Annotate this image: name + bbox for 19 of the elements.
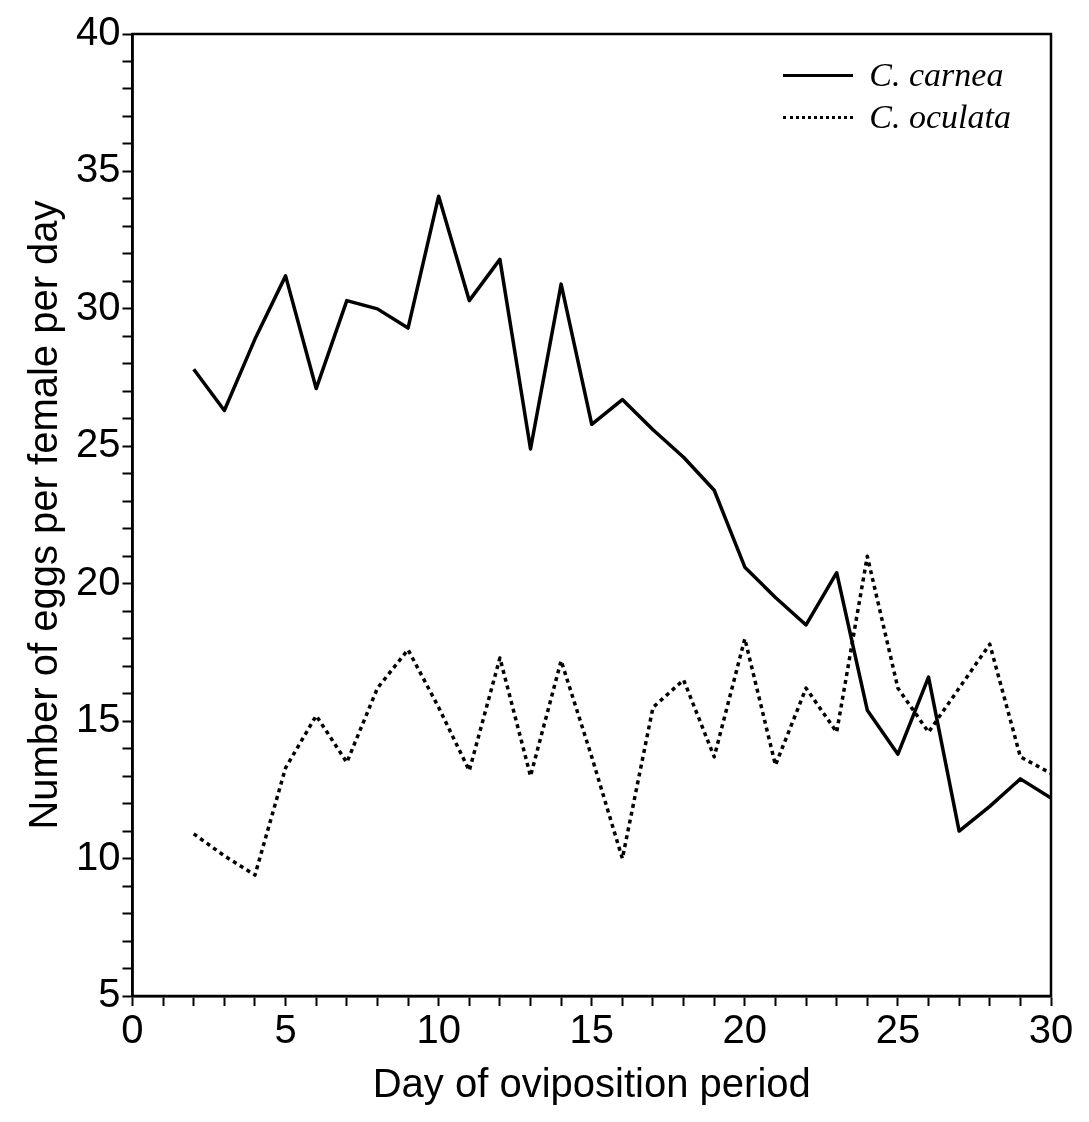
legend-label: C. carnea: [869, 55, 1004, 95]
y-tick-label: 25: [75, 421, 121, 466]
x-tick-label: 0: [121, 1007, 144, 1052]
y-tick-label: 20: [75, 558, 121, 603]
x-tick-label: 20: [722, 1007, 768, 1052]
x-tick-label: 30: [1028, 1007, 1074, 1052]
x-tick-label: 5: [274, 1007, 297, 1052]
y-axis-title: Number of eggs per female per day: [21, 200, 66, 830]
legend-label: C. oculata: [869, 97, 1011, 137]
y-tick-label: 15: [75, 696, 121, 741]
y-tick-label: 10: [75, 833, 121, 878]
y-tick-label: 30: [75, 283, 121, 328]
y-tick-label: 40: [75, 9, 121, 54]
x-tick-label: 25: [875, 1007, 921, 1052]
y-tick-label: 5: [98, 971, 121, 1016]
x-axis-title: Day of oviposition period: [372, 1061, 811, 1106]
x-tick-label: 15: [569, 1007, 614, 1052]
y-tick-label: 35: [75, 146, 121, 191]
x-tick-label: 10: [416, 1007, 461, 1052]
